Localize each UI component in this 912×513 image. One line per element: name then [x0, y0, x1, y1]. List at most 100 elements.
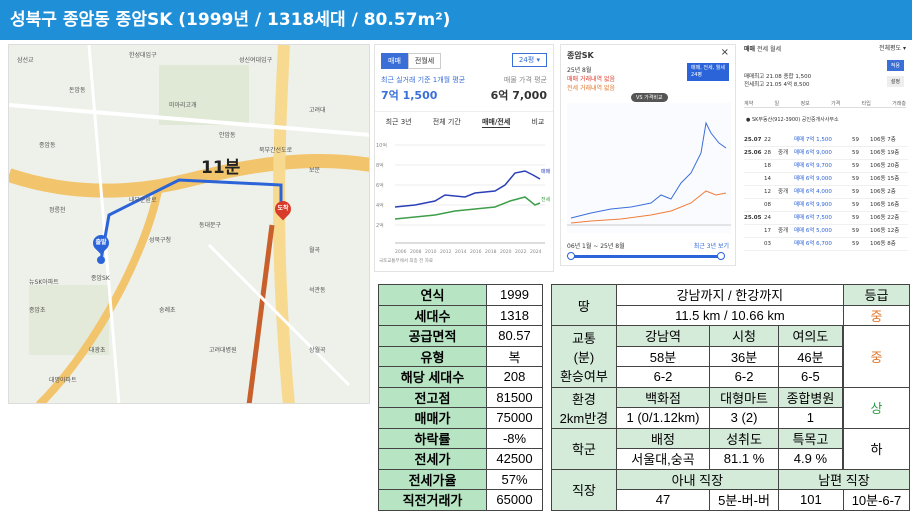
x-tick: 2022: [515, 249, 527, 255]
deal-row[interactable]: 12 중개 매매 6억 4,000 59 106동 2층: [744, 186, 908, 199]
deal-ym: [744, 186, 764, 198]
deal-floor: 106동 8층: [870, 241, 896, 247]
deal-row[interactable]: 14 매매 6억 9,000 59 106동 15층: [744, 173, 908, 186]
x-tick: 2018: [485, 249, 497, 255]
x-tick: 2010: [425, 249, 437, 255]
col-head: 계약: [744, 101, 754, 107]
deal-day: 12: [764, 189, 771, 195]
deal-row[interactable]: 17 중개 매매 6억 5,000 59 106동 12층: [744, 225, 908, 238]
x-tick: 2014: [455, 249, 467, 255]
chart-month: 25년 8월: [567, 67, 592, 74]
deal-type: 59: [852, 241, 859, 247]
deal-price: 매매 6억 7,500: [794, 215, 832, 221]
fact-key: 전세가: [378, 448, 487, 470]
facts-row: 매매가 75000: [378, 407, 543, 429]
env-grade: 상: [842, 386, 911, 429]
deal-row[interactable]: 18 매매 6억 9,700 59 106동 20층: [744, 160, 908, 173]
husband-work-head: 남편 직장: [777, 468, 911, 490]
start-pin-icon[interactable]: 출발: [89, 231, 113, 255]
school-grade: 하: [842, 427, 911, 470]
end-pin-icon[interactable]: 도착: [271, 197, 295, 221]
map-label: 월곡: [309, 247, 321, 254]
fact-value: 57%: [486, 468, 543, 490]
map-label: 내부순환로: [129, 197, 157, 204]
fact-value: 208: [486, 366, 543, 388]
map-label: 숭례초: [159, 307, 176, 314]
deal-day: 14: [764, 176, 771, 182]
deals-tab-rent[interactable]: 월세: [769, 46, 781, 53]
env-value: 1: [777, 407, 843, 429]
area-filter[interactable]: 전체평도 ▾: [878, 45, 906, 52]
traffic-min: 46분: [777, 345, 843, 367]
fact-key: 직전거래가: [378, 489, 487, 511]
traffic-min: 36분: [709, 345, 779, 367]
col-head: 가격: [831, 101, 841, 107]
jeonse-trend: [570, 190, 727, 224]
settings-button[interactable]: 설정: [886, 76, 904, 87]
subtab[interactable]: 매매/전세: [481, 118, 511, 128]
fact-key: 해당 세대수: [378, 366, 487, 388]
work-value: 47: [615, 489, 711, 511]
deal-row[interactable]: 25.07 22 매매 7억 1,500 59 106동 7층: [744, 134, 908, 147]
deals-tab-jeonse[interactable]: 전세: [756, 46, 769, 53]
apply-button[interactable]: 적용: [886, 60, 904, 71]
deal-price: 매매 6억 6,700: [794, 241, 832, 247]
env-head: 백화점: [615, 386, 711, 408]
close-icon[interactable]: ×: [720, 47, 729, 58]
deal-info: [778, 160, 794, 172]
work-label: 직장: [551, 468, 617, 511]
tab-sale[interactable]: 매매: [381, 53, 408, 69]
land-value: 11.5 km / 10.66 km: [615, 304, 844, 326]
x-tick: 2012: [440, 249, 452, 255]
slider-handle-end[interactable]: [717, 252, 725, 260]
work-value: 10분-6-7: [842, 489, 911, 511]
deal-row[interactable]: 08 매매 6억 9,900 59 106동 16층: [744, 199, 908, 212]
deal-row[interactable]: 03 매매 6억 6,700 59 106동 8층: [744, 238, 908, 251]
agent-row[interactable]: ● SK부동산(912-3900) 공인중개사사무소: [746, 117, 839, 123]
traffic-label: 교통 (분) 환승여부: [551, 325, 617, 388]
deal-type: 59: [852, 202, 859, 208]
deals-tab-sale[interactable]: 매매: [744, 46, 756, 53]
map-label: 삼선교: [17, 57, 34, 64]
compare-button[interactable]: VS 가격비교: [631, 93, 668, 102]
subtab[interactable]: 전체 기간: [432, 118, 461, 126]
map-label: 종암SK: [91, 275, 110, 282]
filter-box[interactable]: 매매, 전세, 월세 24평: [687, 63, 729, 81]
subtab[interactable]: 비교: [531, 118, 545, 126]
deal-floor: 106동 20층: [870, 163, 900, 169]
deal-price: 매매 6억 4,000: [794, 189, 832, 195]
fact-key: 세대수: [378, 304, 487, 326]
wife-work-head: 아내 직장: [615, 468, 779, 490]
deal-info: 중개: [778, 228, 789, 234]
deal-info: [778, 238, 794, 250]
deal-type: 59: [852, 163, 859, 169]
deal-row[interactable]: 25.06 28 중개 매매 6억 9,000 59 106동 19층: [744, 147, 908, 160]
x-tick: 2016: [470, 249, 482, 255]
env-head: 대형마트: [709, 386, 779, 408]
range-slider[interactable]: [571, 255, 721, 258]
deal-ym: [744, 173, 764, 185]
slider-handle-start[interactable]: [567, 252, 575, 260]
col-head: 거래층: [892, 101, 906, 107]
col-head: 일: [774, 101, 780, 107]
env-label: 환경 2km반경: [551, 386, 617, 429]
deal-type: 59: [852, 150, 859, 156]
tab-rent[interactable]: 전월세: [407, 53, 442, 69]
y-tick: 6억: [376, 182, 384, 189]
deal-info: [778, 212, 794, 224]
map-label: 북부간선도로: [259, 147, 293, 154]
sale-line: [394, 170, 541, 208]
map-label: 고려대병원: [209, 347, 237, 354]
deal-floor: 106동 15층: [870, 176, 900, 182]
map-label: 보문: [309, 167, 321, 174]
route-map[interactable]: 11분 삼선교 한성대입구 성신여대입구 돈암동 미아리고개 종암SK 고려대 …: [8, 44, 370, 404]
env-head: 종합병원: [777, 386, 843, 408]
recent-3y-button[interactable]: 최근 3년 보기: [693, 243, 729, 250]
area-select[interactable]: 24평 ▾: [511, 53, 547, 67]
deal-floor: 106동 19층: [870, 150, 900, 156]
y-tick: 2억: [376, 222, 384, 229]
subtab[interactable]: 최근 3년: [385, 118, 412, 126]
y-tick: 4억: [376, 202, 384, 209]
deal-row[interactable]: 25.05 24 매매 6억 7,500 59 106동 22층: [744, 212, 908, 225]
map-label: 성신여대입구: [239, 57, 273, 64]
